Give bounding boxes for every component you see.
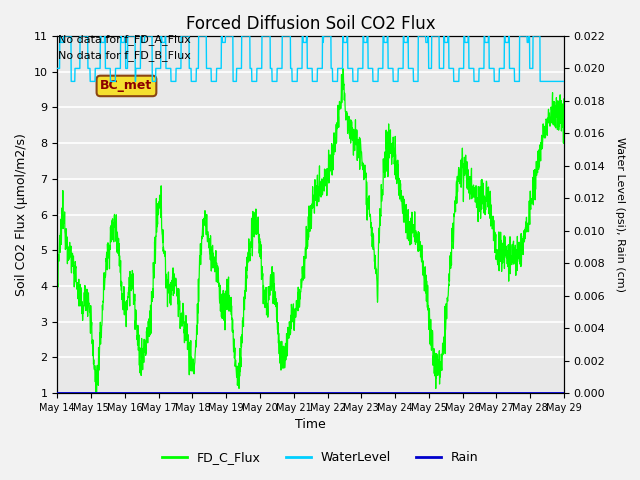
Text: BC_met: BC_met [100, 80, 152, 93]
X-axis label: Time: Time [295, 419, 326, 432]
Text: No data for f_FD_B_Flux: No data for f_FD_B_Flux [58, 50, 191, 61]
Title: Forced Diffusion Soil CO2 Flux: Forced Diffusion Soil CO2 Flux [186, 15, 435, 33]
Text: No data for f_FD_A_Flux: No data for f_FD_A_Flux [58, 34, 191, 45]
Y-axis label: Water Level (psi), Rain (cm): Water Level (psi), Rain (cm) [615, 137, 625, 292]
Y-axis label: Soil CO2 Flux (μmol/m2/s): Soil CO2 Flux (μmol/m2/s) [15, 133, 28, 296]
Legend: FD_C_Flux, WaterLevel, Rain: FD_C_Flux, WaterLevel, Rain [157, 446, 483, 469]
